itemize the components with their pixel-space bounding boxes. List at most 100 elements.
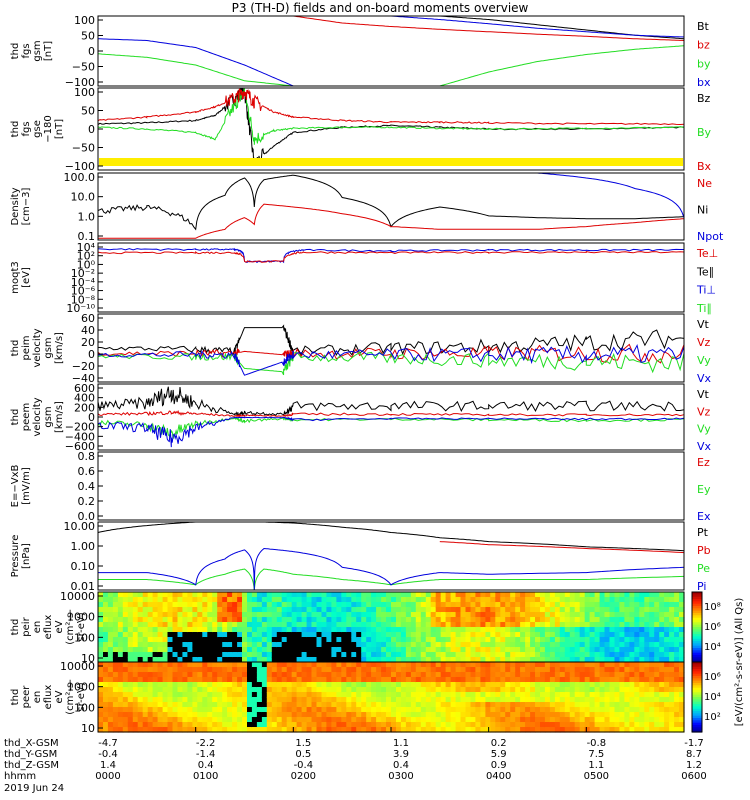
spectrogram-cell (629, 617, 635, 623)
spectrogram-cell (410, 632, 417, 638)
spectrogram-cell (356, 727, 362, 733)
colorbar-segment (692, 676, 702, 679)
spectrogram-cell (420, 597, 427, 603)
spectrogram-cell (346, 727, 352, 733)
spectrogram-cell (609, 617, 616, 623)
spectrogram-cell (674, 652, 680, 658)
spectrogram-cell (559, 602, 566, 608)
spectrogram-cell (485, 722, 491, 728)
spectrogram-cell (391, 667, 397, 673)
colorbar-segment (692, 697, 702, 700)
spectrogram-cell (232, 607, 238, 613)
spectrogram-cell (207, 697, 213, 703)
x-row-value: 0.4 (393, 760, 409, 771)
spectrogram-cell (117, 702, 124, 708)
spectrogram-cell (162, 592, 169, 598)
spectrogram-cell (654, 727, 660, 733)
spectrogram-cell (356, 642, 362, 648)
spectrogram-cell (197, 712, 203, 718)
spectrogram-cell (242, 722, 248, 728)
spectrogram-cell (644, 727, 650, 733)
spectrogram-cell (103, 642, 109, 648)
spectrogram-cell (445, 657, 452, 663)
spectrogram-cell (271, 687, 278, 693)
spectrogram-cell (674, 627, 680, 633)
spectrogram-cell (197, 722, 203, 728)
spectrogram-cell (286, 712, 293, 718)
spectrogram-cell (237, 602, 243, 608)
spectrogram-cell (579, 612, 586, 618)
spectrogram-cell (391, 637, 397, 643)
series-line (98, 568, 685, 591)
y-tick-label: 1.00 (71, 540, 96, 553)
spectrogram-cell (485, 677, 491, 683)
spectrogram-cell (415, 672, 422, 678)
x-row-value: 0.5 (295, 749, 311, 760)
spectrogram-cell (376, 707, 382, 713)
spectrogram-cell (405, 717, 412, 723)
spectrogram-cell (207, 682, 213, 688)
spectrogram-cell (659, 697, 665, 703)
spectrogram-cell (341, 727, 347, 733)
spectrogram-cell (247, 612, 253, 618)
spectrogram-cell (644, 722, 650, 728)
spectrogram-cell (98, 672, 104, 678)
spectrogram-cell (346, 632, 352, 638)
spectrogram-cell (574, 667, 581, 673)
spectrogram-cell (122, 697, 129, 703)
spectrogram-cell (500, 707, 506, 713)
spectrogram-cell (256, 652, 263, 658)
spectrogram-cell (276, 607, 283, 613)
spectrogram-cell (276, 712, 283, 718)
spectrogram-cell (396, 627, 402, 633)
spectrogram-cell (629, 672, 635, 678)
spectrogram-cell (594, 602, 601, 608)
spectrogram-cell (247, 727, 253, 733)
x-row-value: -2.2 (196, 738, 216, 749)
spectrogram-cell (276, 642, 283, 648)
spectrogram-cell (520, 597, 526, 603)
spectrogram-cell (500, 627, 506, 633)
spectrogram-cell (192, 692, 198, 698)
spectrogram-cell (227, 697, 233, 703)
spectrogram-cell (515, 597, 521, 603)
spectrogram-cell (455, 682, 462, 688)
spectrogram-cell (356, 637, 362, 643)
spectrogram-cell (614, 622, 621, 628)
spectrogram-cell (261, 692, 268, 698)
y-axis-label: eV (54, 690, 65, 703)
spectrogram-cell (495, 702, 501, 708)
spectrogram-cell (505, 657, 511, 663)
x-row-value: 1.4 (100, 760, 116, 771)
spectrogram-cell (589, 687, 596, 693)
spectrogram-cell (266, 637, 273, 643)
spectrogram-cell (654, 722, 660, 728)
spectrogram-cell (584, 727, 591, 733)
spectrogram-cell (237, 637, 243, 643)
spectrogram-cell (351, 667, 357, 673)
spectrogram-cell (331, 607, 337, 613)
spectrogram-cell (629, 727, 635, 733)
spectrogram-cell (217, 622, 223, 628)
spectrogram-cell (112, 637, 119, 643)
spectrogram-cell (346, 702, 352, 708)
spectrogram-cell (242, 692, 248, 698)
spectrogram-cell (405, 652, 412, 658)
spectrogram-cell (212, 612, 218, 618)
spectrogram-cell (490, 697, 496, 703)
spectrogram-cell (679, 687, 685, 693)
spectrogram-cell (291, 612, 298, 618)
spectrogram-cell (425, 652, 432, 658)
spectrogram-cell (197, 682, 203, 688)
spectrogram-cell (435, 612, 442, 618)
spectrogram-cell (306, 707, 313, 713)
spectrogram-cell (589, 672, 596, 678)
spectrogram-cell (525, 627, 531, 633)
spectrogram-cell (192, 647, 198, 653)
y-tick-label: 10⁻⁸ (71, 293, 96, 306)
spectrogram-cell (445, 697, 452, 703)
spectrogram-cell (162, 672, 169, 678)
spectrogram-cell (619, 632, 625, 638)
spectrogram-cell (336, 652, 342, 658)
spectrogram-cell (361, 632, 367, 638)
